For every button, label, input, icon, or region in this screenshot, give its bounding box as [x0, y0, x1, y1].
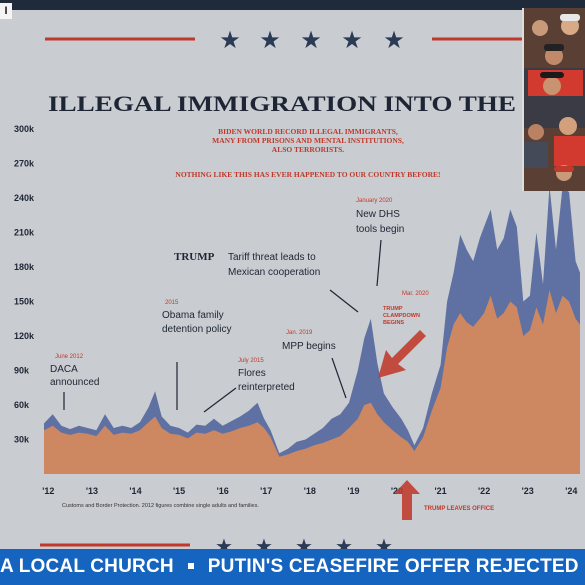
ticker-left-headline: A LOCAL CHURCH [0, 556, 174, 577]
daca-date: June 2012 [55, 354, 84, 360]
star-icon: ★ [383, 27, 405, 54]
lower-area-series [44, 290, 580, 474]
obama-line-2: detention policy [162, 324, 232, 335]
leaves-office-label: TRUMP LEAVES OFFICE [424, 506, 494, 512]
flores-arrow [203, 387, 237, 413]
flores-line-2: reinterpreted [238, 382, 295, 393]
y-tick-label: 270k [14, 159, 35, 169]
x-tick-label: '15 [173, 486, 185, 496]
tariff-arrow [329, 289, 359, 313]
y-tick-label: 150k [14, 297, 35, 307]
x-tick-label: '18 [304, 486, 316, 496]
crowd-image [524, 8, 585, 191]
trump-tag: TRUMP [174, 251, 215, 263]
annotations: June 2012 DACA announced 2015 Obama fami… [50, 198, 494, 520]
y-axis: 30k 60k 90k 120k 150k 180k 210k 240k 270k 300k [14, 124, 35, 445]
dhs-arrow [376, 239, 382, 287]
dhs-line-1: New DHS [356, 209, 400, 220]
leaves-office-arrow [394, 480, 420, 520]
x-tick-label: '16 [217, 486, 229, 496]
tariff-line-1: Tariff threat leads to [228, 252, 316, 263]
x-tick-label: '24 [565, 486, 577, 496]
y-tick-label: 240k [14, 193, 35, 203]
daca-line-2: announced [50, 377, 100, 388]
ticker-separator [187, 562, 194, 569]
top-strip [0, 0, 585, 10]
obama-line-1: Obama family [162, 310, 224, 321]
y-tick-label: 120k [14, 331, 35, 341]
y-tick-label: 210k [14, 228, 35, 238]
mpp-date: Jan. 2019 [286, 330, 313, 336]
subtitle-line-1: BIDEN WORLD RECORD ILLEGAL IMMIGRANTS, [218, 127, 398, 136]
x-tick-label: '22 [478, 486, 490, 496]
dhs-date: January 2020 [356, 198, 393, 204]
subtitle-line-3: ALSO TERRORISTS. [272, 145, 345, 154]
x-tick-label: '21 [434, 486, 446, 496]
star-icon: ★ [219, 27, 241, 54]
y-tick-label: 300k [14, 124, 35, 134]
mpp-label: MPP begins [282, 341, 336, 352]
y-tick-label: 180k [14, 262, 35, 272]
source-note: Customs and Border Protection. 2012 figu… [62, 503, 259, 509]
dhs-line-2: tools begin [356, 224, 404, 235]
x-tick-label: '17 [260, 486, 272, 496]
flores-line-1: Flores [238, 368, 266, 379]
chart-title: ILLEGAL IMMIGRATION INTO THE [48, 91, 516, 116]
mpp-arrow [331, 357, 347, 399]
daca-line-1: DACA [50, 364, 78, 375]
network-logo: I [0, 3, 12, 19]
star-icon: ★ [259, 27, 281, 54]
clampdown-line-2: CLAMPDOWN [383, 313, 420, 319]
star-icon: ★ [300, 27, 322, 54]
flores-date: July 2015 [238, 358, 264, 364]
x-tick-label: '14 [129, 486, 141, 496]
mar-date: Mar. 2020 [402, 291, 429, 297]
ticker-right-headline: PUTIN'S CEASEFIRE OFFER REJECTED [207, 556, 579, 577]
y-tick-label: 30k [14, 435, 30, 445]
x-axis: '12'13'14'15'16'17'18'19'20'21'22'23'24 [42, 486, 577, 496]
crowd-inset [522, 8, 585, 191]
subtitle-line-2: MANY FROM PRISONS AND MENTAL INSTITUTION… [212, 136, 404, 145]
plot-area [44, 186, 580, 474]
tariff-line-2: Mexican cooperation [228, 267, 320, 278]
clampdown-arrow [378, 330, 426, 378]
x-tick-label: '13 [86, 486, 98, 496]
news-ticker: A LOCAL CHURCH PUTIN'S CEASEFIRE OFFER R… [0, 549, 585, 585]
subtitle-line-4: NOTHING LIKE THIS HAS EVER HAPPENED TO O… [175, 170, 440, 179]
star-icon: ★ [341, 27, 363, 54]
banner: ★ ★ ★ ★ ★ [45, 27, 522, 54]
obama-date: 2015 [165, 300, 179, 306]
clampdown-line-1: TRUMP [383, 306, 403, 312]
x-tick-label: '19 [347, 486, 359, 496]
y-tick-label: 60k [14, 400, 30, 410]
clampdown-line-3: BEGINS [383, 320, 404, 326]
x-tick-label: '23 [522, 486, 534, 496]
x-tick-label: '12 [42, 486, 54, 496]
y-tick-label: 90k [14, 366, 30, 376]
